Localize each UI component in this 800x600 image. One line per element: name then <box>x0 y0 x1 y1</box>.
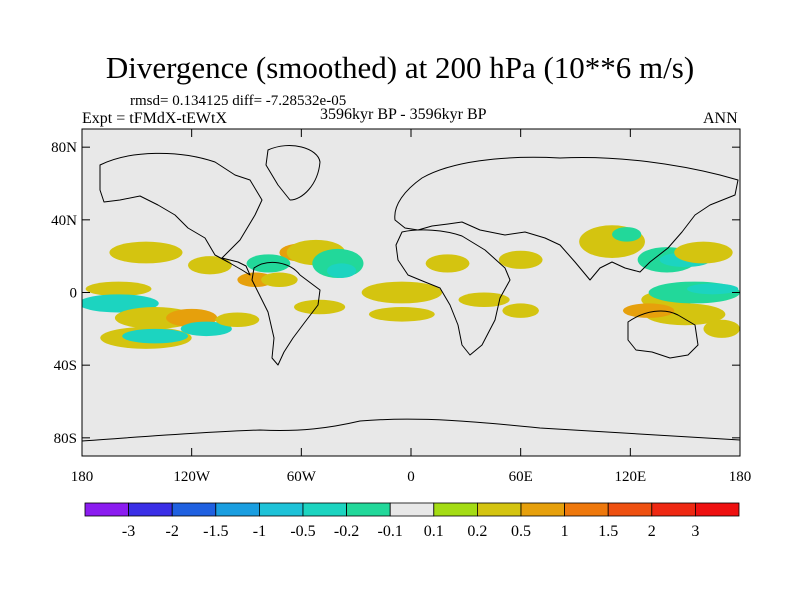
divergence-region-24 <box>498 250 543 269</box>
colorbar-label-4: -0.5 <box>290 523 315 540</box>
colorbar-swatch-4 <box>258 502 304 517</box>
stats-label: rmsd= 0.134125 diff= -7.28532e-05 <box>130 93 347 109</box>
season-label: ANN <box>703 110 738 127</box>
coastline-antarctica <box>82 418 740 442</box>
divergence-region-9 <box>215 312 260 328</box>
period-label: 3596kyr BP - 3596kyr BP <box>320 106 487 123</box>
x-axis-ticks: 180 120W 60W 0 60E 120E 180 <box>71 129 752 485</box>
divergence-region-20 <box>368 307 435 322</box>
x-tick-label-3: 0 <box>407 469 415 485</box>
y-tick-label-4: 80S <box>54 431 77 447</box>
y-axis-ticks: 80N 40N 0 40S 80S <box>51 140 740 447</box>
colorbar-swatch-2 <box>171 502 217 517</box>
divergence-region-2 <box>85 281 152 297</box>
colorbar-label-0: -3 <box>122 523 135 540</box>
colorbar-label-3: -1 <box>253 523 266 540</box>
divergence-region-7 <box>122 328 189 344</box>
colorbar-label-13: 3 <box>691 523 699 540</box>
coastline-north-america <box>99 152 263 276</box>
divergence-regions <box>82 225 740 349</box>
divergence-region-8 <box>180 321 232 337</box>
colorbar-label-7: 0.1 <box>424 523 444 540</box>
coastline-eurasia <box>394 156 739 281</box>
colorbar-swatch-11 <box>564 502 609 517</box>
colorbar-swatch-9 <box>476 502 522 517</box>
colorbar-swatch-3 <box>215 502 260 517</box>
colorbar-label-6: -0.1 <box>378 523 403 540</box>
colorbar-swatch-7 <box>389 502 435 517</box>
colorbar-swatch-5 <box>302 502 347 517</box>
x-tick-label-2: 60W <box>287 469 317 485</box>
chart-title: Divergence (smoothed) at 200 hPa (10**6 … <box>105 50 695 85</box>
y-tick-label-0: 80N <box>51 140 77 156</box>
colorbar-label-8: 0.2 <box>467 523 487 540</box>
colorbar-label-12: 2 <box>648 523 656 540</box>
divergence-region-21 <box>425 254 470 273</box>
divergence-region-34 <box>623 303 675 318</box>
x-tick-label-0: 180 <box>71 469 94 485</box>
y-tick-label-3: 40S <box>54 358 77 374</box>
coastline-greenland <box>265 145 321 201</box>
colorbar-label-9: 0.5 <box>511 523 531 540</box>
divergence-region-1 <box>188 256 232 275</box>
divergence-region-19 <box>361 281 443 304</box>
colorbar-swatch-14 <box>695 502 740 517</box>
colorbar-label-2: -1.5 <box>203 523 228 540</box>
colorbar-swatch-1 <box>128 502 173 517</box>
divergence-region-26 <box>612 227 642 242</box>
divergence-region-29 <box>674 241 733 264</box>
coastline-africa <box>395 229 511 356</box>
experiment-label: Expt = tFMdX-tEWtX <box>82 110 228 127</box>
divergence-region-16 <box>326 263 357 278</box>
x-tick-label-6: 180 <box>729 469 752 485</box>
colorbar-swatch-8 <box>433 502 478 517</box>
colorbar-swatch-13 <box>651 502 696 517</box>
divergence-region-0 <box>109 241 183 264</box>
colorbar-label-11: 1.5 <box>598 523 618 540</box>
divergence-region-17 <box>294 299 346 315</box>
colorbar-label-5: -0.2 <box>334 523 359 540</box>
divergence-region-15 <box>261 272 298 288</box>
x-tick-label-5: 120E <box>614 469 646 485</box>
x-tick-label-1: 120W <box>173 469 211 485</box>
x-tick-label-4: 60E <box>509 469 533 485</box>
coastline-australia <box>627 310 699 359</box>
coastlines <box>82 145 740 442</box>
divergence-region-23 <box>502 303 539 318</box>
divergence-region-35 <box>703 319 740 338</box>
colorbar-swatch-6 <box>346 502 391 517</box>
coastline-south-america <box>251 261 321 366</box>
divergence-region-32 <box>686 283 739 295</box>
colorbar-label-1: -2 <box>166 523 179 540</box>
colorbar-swatch-12 <box>607 502 653 517</box>
colorbar: -3 -2 -1.5 -1 -0.5 -0.2 -0.1 0.1 0.2 0.5 1 1.5 2 3 <box>84 502 740 540</box>
colorbar-swatch-0 <box>84 502 129 517</box>
y-tick-label-2: 0 <box>70 286 78 302</box>
divergence-region-22 <box>458 292 510 308</box>
divergence-region-13 <box>246 254 291 273</box>
colorbar-label-10: 1 <box>561 523 569 540</box>
colorbar-swatch-10 <box>520 502 565 517</box>
y-tick-label-1: 40N <box>51 213 77 229</box>
